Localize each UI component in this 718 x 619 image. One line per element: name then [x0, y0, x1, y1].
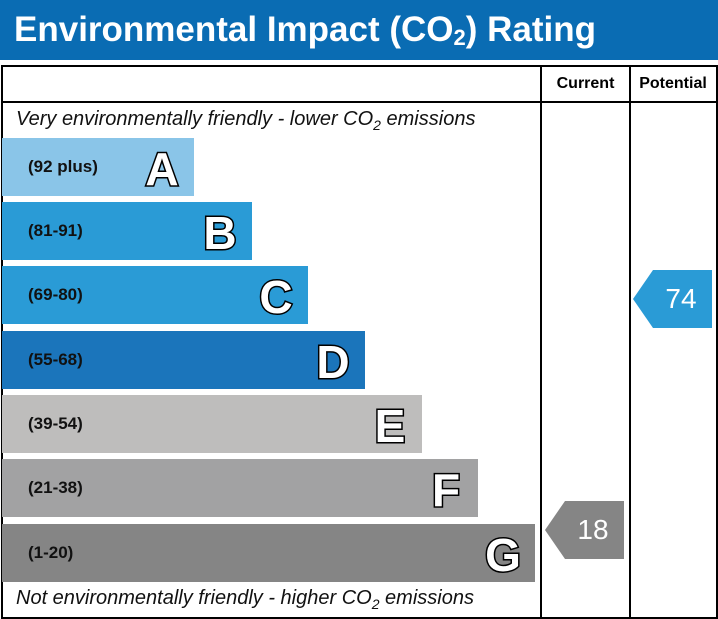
title-text: Environmental Impact (CO: [14, 10, 454, 49]
column-divider: [629, 65, 631, 619]
band-range: (81-91): [28, 221, 83, 240]
band-range: (21-38): [28, 478, 83, 497]
band-letter: C: [258, 270, 294, 323]
top-caption: Very environmentally friendly - lower CO…: [16, 108, 475, 133]
band-letter-text: A: [145, 143, 178, 194]
band-c: (69-80) C: [2, 266, 308, 324]
band-range: (39-54): [28, 414, 83, 433]
band-letter-text: B: [203, 207, 236, 258]
band-letter-text: D: [316, 336, 349, 387]
header-divider: [1, 101, 718, 103]
column-divider: [540, 65, 542, 619]
title-subscript: 2: [453, 25, 466, 50]
arrow-shape: [545, 501, 624, 559]
band-range: (55-68): [28, 350, 83, 369]
potential-rating-value: 74: [665, 283, 697, 314]
band-a: (92 plus) A: [2, 138, 194, 196]
band-b: (81-91) B: [2, 202, 252, 260]
band-f: (21-38) F: [2, 459, 478, 517]
band-letter-text: C: [259, 271, 292, 322]
band-letter: G: [484, 528, 523, 581]
band-letter-text: E: [375, 400, 406, 451]
caption-text: emissions: [379, 587, 474, 609]
potential-header: Potential: [639, 75, 707, 92]
band-letter: D: [315, 335, 351, 388]
band-d: (55-68) D: [2, 331, 365, 389]
current-rating-value: 18: [577, 514, 609, 545]
caption-sub: 2: [371, 596, 380, 612]
caption-sub: 2: [373, 117, 381, 133]
band-letter-text: F: [432, 464, 460, 515]
band-letter: A: [144, 142, 180, 195]
potential-rating-arrow: 74: [633, 270, 712, 328]
band-g: (1-20) G: [2, 524, 535, 582]
chart-title: Environmental Impact (CO2) Rating: [0, 0, 718, 60]
band-letter: B: [202, 206, 238, 259]
caption-text: Not environmentally friendly - higher CO: [16, 587, 372, 609]
band-e: (39-54) E: [2, 395, 422, 453]
band-range: (1-20): [28, 543, 74, 562]
current-rating-arrow: 18: [545, 501, 624, 559]
caption-text: Very environmentally friendly - lower CO: [16, 108, 374, 130]
band-range: (69-80): [28, 285, 83, 304]
title-end: ) Rating: [465, 10, 597, 49]
band-range: (92 plus): [28, 157, 98, 176]
band-letter-text: G: [485, 529, 521, 580]
band-letter: F: [430, 463, 461, 516]
band-letter: E: [373, 399, 407, 452]
bottom-caption: Not environmentally friendly - higher CO…: [16, 587, 474, 612]
arrow-shape: [633, 270, 712, 328]
current-header: Current: [556, 75, 615, 92]
caption-text: emissions: [380, 108, 476, 130]
